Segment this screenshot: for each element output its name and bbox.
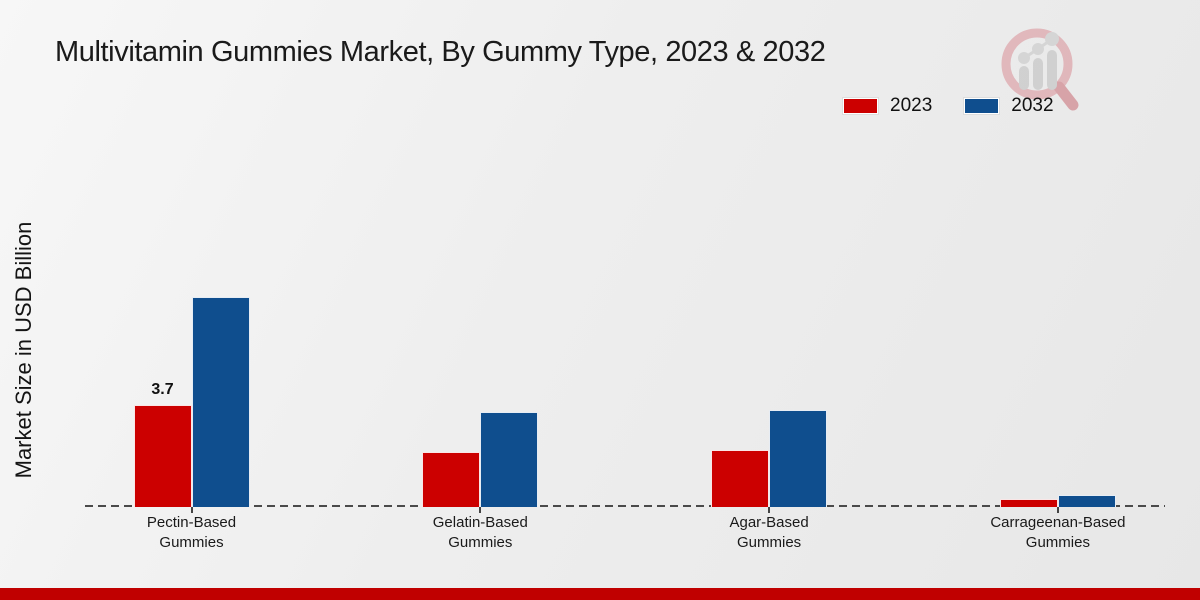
legend-item-2023: 2023: [843, 95, 932, 117]
footer-accent-bar: [0, 588, 1200, 600]
category-label-carrageenan-based-gummies: Carrageenan-Based Gummies: [990, 514, 1126, 551]
x-axis-baseline: [85, 505, 1165, 507]
chart-title: Multivitamin Gummies Market, By Gummy Ty…: [55, 36, 826, 68]
legend-swatch-2032: [964, 98, 1000, 114]
axis-tick-agar-based-gummies: [768, 507, 771, 513]
analytics-magnifier-logo-icon: [1001, 28, 1079, 111]
bar-2023-agar-based-gummies: [711, 450, 770, 507]
data-label-2023-pectin-based-gummies: 3.7: [151, 380, 174, 398]
legend: 2023 2032: [843, 95, 1054, 117]
axis-tick-carrageenan-based-gummies: [1056, 507, 1059, 513]
bar-2032-gelatin-based-gummies: [480, 411, 539, 507]
legend-label-2032: 2032: [1011, 95, 1054, 116]
legend-item-2032: 2032: [964, 95, 1054, 117]
bar-2032-agar-based-gummies: [769, 410, 828, 507]
category-label-pectin-based-gummies: Pectin-Based Gummies: [146, 514, 237, 551]
bar-2032-carrageenan-based-gummies: [1057, 494, 1116, 507]
axis-tick-pectin-based-gummies: [190, 507, 193, 513]
category-label-gelatin-based-gummies: Gelatin-Based Gummies: [432, 514, 528, 551]
legend-swatch-2023: [843, 98, 878, 114]
axis-tick-gelatin-based-gummies: [479, 507, 482, 513]
bar-2023-gelatin-based-gummies: [422, 451, 481, 507]
bar-2023-carrageenan-based-gummies: [999, 498, 1058, 507]
legend-label-2023: 2023: [890, 95, 933, 116]
bar-2023-pectin-based-gummies: [133, 404, 192, 507]
category-label-agar-based-gummies: Agar-Based Gummies: [729, 514, 809, 551]
bar-2032-pectin-based-gummies: [191, 297, 250, 507]
